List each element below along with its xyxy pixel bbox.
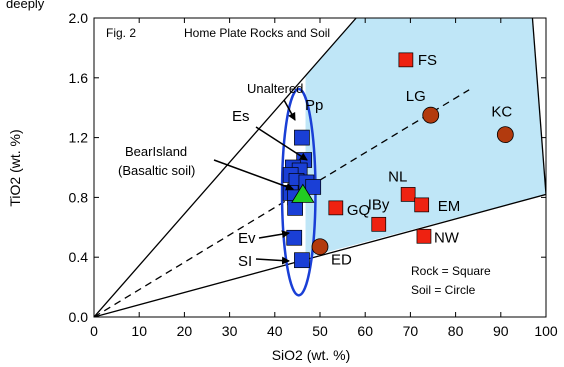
reference-line-3	[94, 193, 546, 317]
x-tick-label: 100	[534, 323, 558, 339]
altered-rock-point	[416, 228, 432, 244]
x-tick-label: 0	[90, 323, 98, 339]
altered-rock-point	[328, 200, 344, 216]
annotation-basaltic-soil: (Basaltic soil)	[118, 163, 195, 178]
annotation-arrow	[255, 126, 308, 161]
point-label: NW	[434, 229, 460, 246]
annotation-ev: Ev	[238, 230, 256, 247]
annotation-pp: Pp	[305, 97, 323, 114]
plot-area: 0 10 20 30 40 50 60 70 80 90 100 0.0 0.4 0.8 1.2 1.6 2.0…	[69, 10, 558, 339]
altered-rock-point	[398, 52, 414, 68]
annotation-arrow	[258, 230, 290, 239]
figure-label: Fig. 2	[106, 26, 136, 40]
legend-rock: Rock = Square	[411, 264, 491, 278]
point-label: FS	[418, 52, 437, 69]
point-label: ED	[331, 252, 352, 269]
altered-soil-point	[496, 126, 514, 144]
point-label: NL	[388, 168, 407, 185]
x-tick-label: 10	[131, 323, 147, 339]
top-cut-text: deeply	[6, 0, 45, 11]
altered-rock-point	[371, 216, 387, 232]
y-tick-label: 0.0	[69, 309, 89, 325]
x-tick-label: 60	[357, 323, 373, 339]
x-tick-label: 40	[267, 323, 283, 339]
x-axis-label: SiO2 (wt. %)	[272, 347, 351, 363]
basaltic-soil-point	[291, 183, 315, 203]
y-tick-label: 2.0	[69, 10, 89, 26]
y-tick-label: 1.6	[69, 70, 89, 86]
point-label: KC	[491, 104, 512, 121]
x-tick-label: 20	[177, 323, 193, 339]
legend-soil: Soil = Circle	[411, 283, 476, 297]
x-tick-label: 70	[403, 323, 419, 339]
annotation-arrow	[255, 256, 290, 265]
reference-line-1	[94, 18, 357, 317]
altered-soil-point	[311, 238, 329, 256]
altered-soil-point	[422, 106, 440, 124]
annotation-arrow	[213, 159, 294, 191]
point-label: GQ	[347, 202, 370, 219]
alteration-field	[305, 18, 546, 258]
x-tick-label: 30	[222, 323, 238, 339]
x-tick-label: 80	[448, 323, 464, 339]
unaltered-rock-point	[305, 179, 322, 195]
altered-rock-point	[414, 197, 430, 213]
point-label: EM	[438, 198, 461, 215]
x-tick-label: 90	[493, 323, 509, 339]
y-axis-label: TiO2 (wt. %)	[7, 129, 23, 206]
unaltered-rock-point	[294, 252, 310, 269]
annotation-es: Es	[232, 108, 250, 125]
chart-title: Home Plate Rocks and Soil	[184, 26, 330, 40]
x-tick-label: 50	[312, 323, 328, 339]
annotation-bearisland: BearIsland	[125, 144, 187, 159]
altered-rock-point	[400, 187, 416, 202]
y-tick-label: 0.4	[69, 249, 89, 265]
unaltered-rock-point	[294, 129, 310, 146]
y-tick-label: 0.8	[69, 189, 89, 205]
y-tick-label: 1.2	[69, 130, 89, 146]
annotation-unaltered: Unaltered	[247, 81, 303, 96]
unaltered-rock-point	[286, 229, 303, 246]
point-label: IBy	[368, 196, 390, 213]
annotation-arrow	[283, 99, 296, 121]
point-label: LG	[406, 88, 426, 105]
annotation-si: SI	[238, 253, 252, 270]
reference-line-4	[531, 18, 546, 195]
